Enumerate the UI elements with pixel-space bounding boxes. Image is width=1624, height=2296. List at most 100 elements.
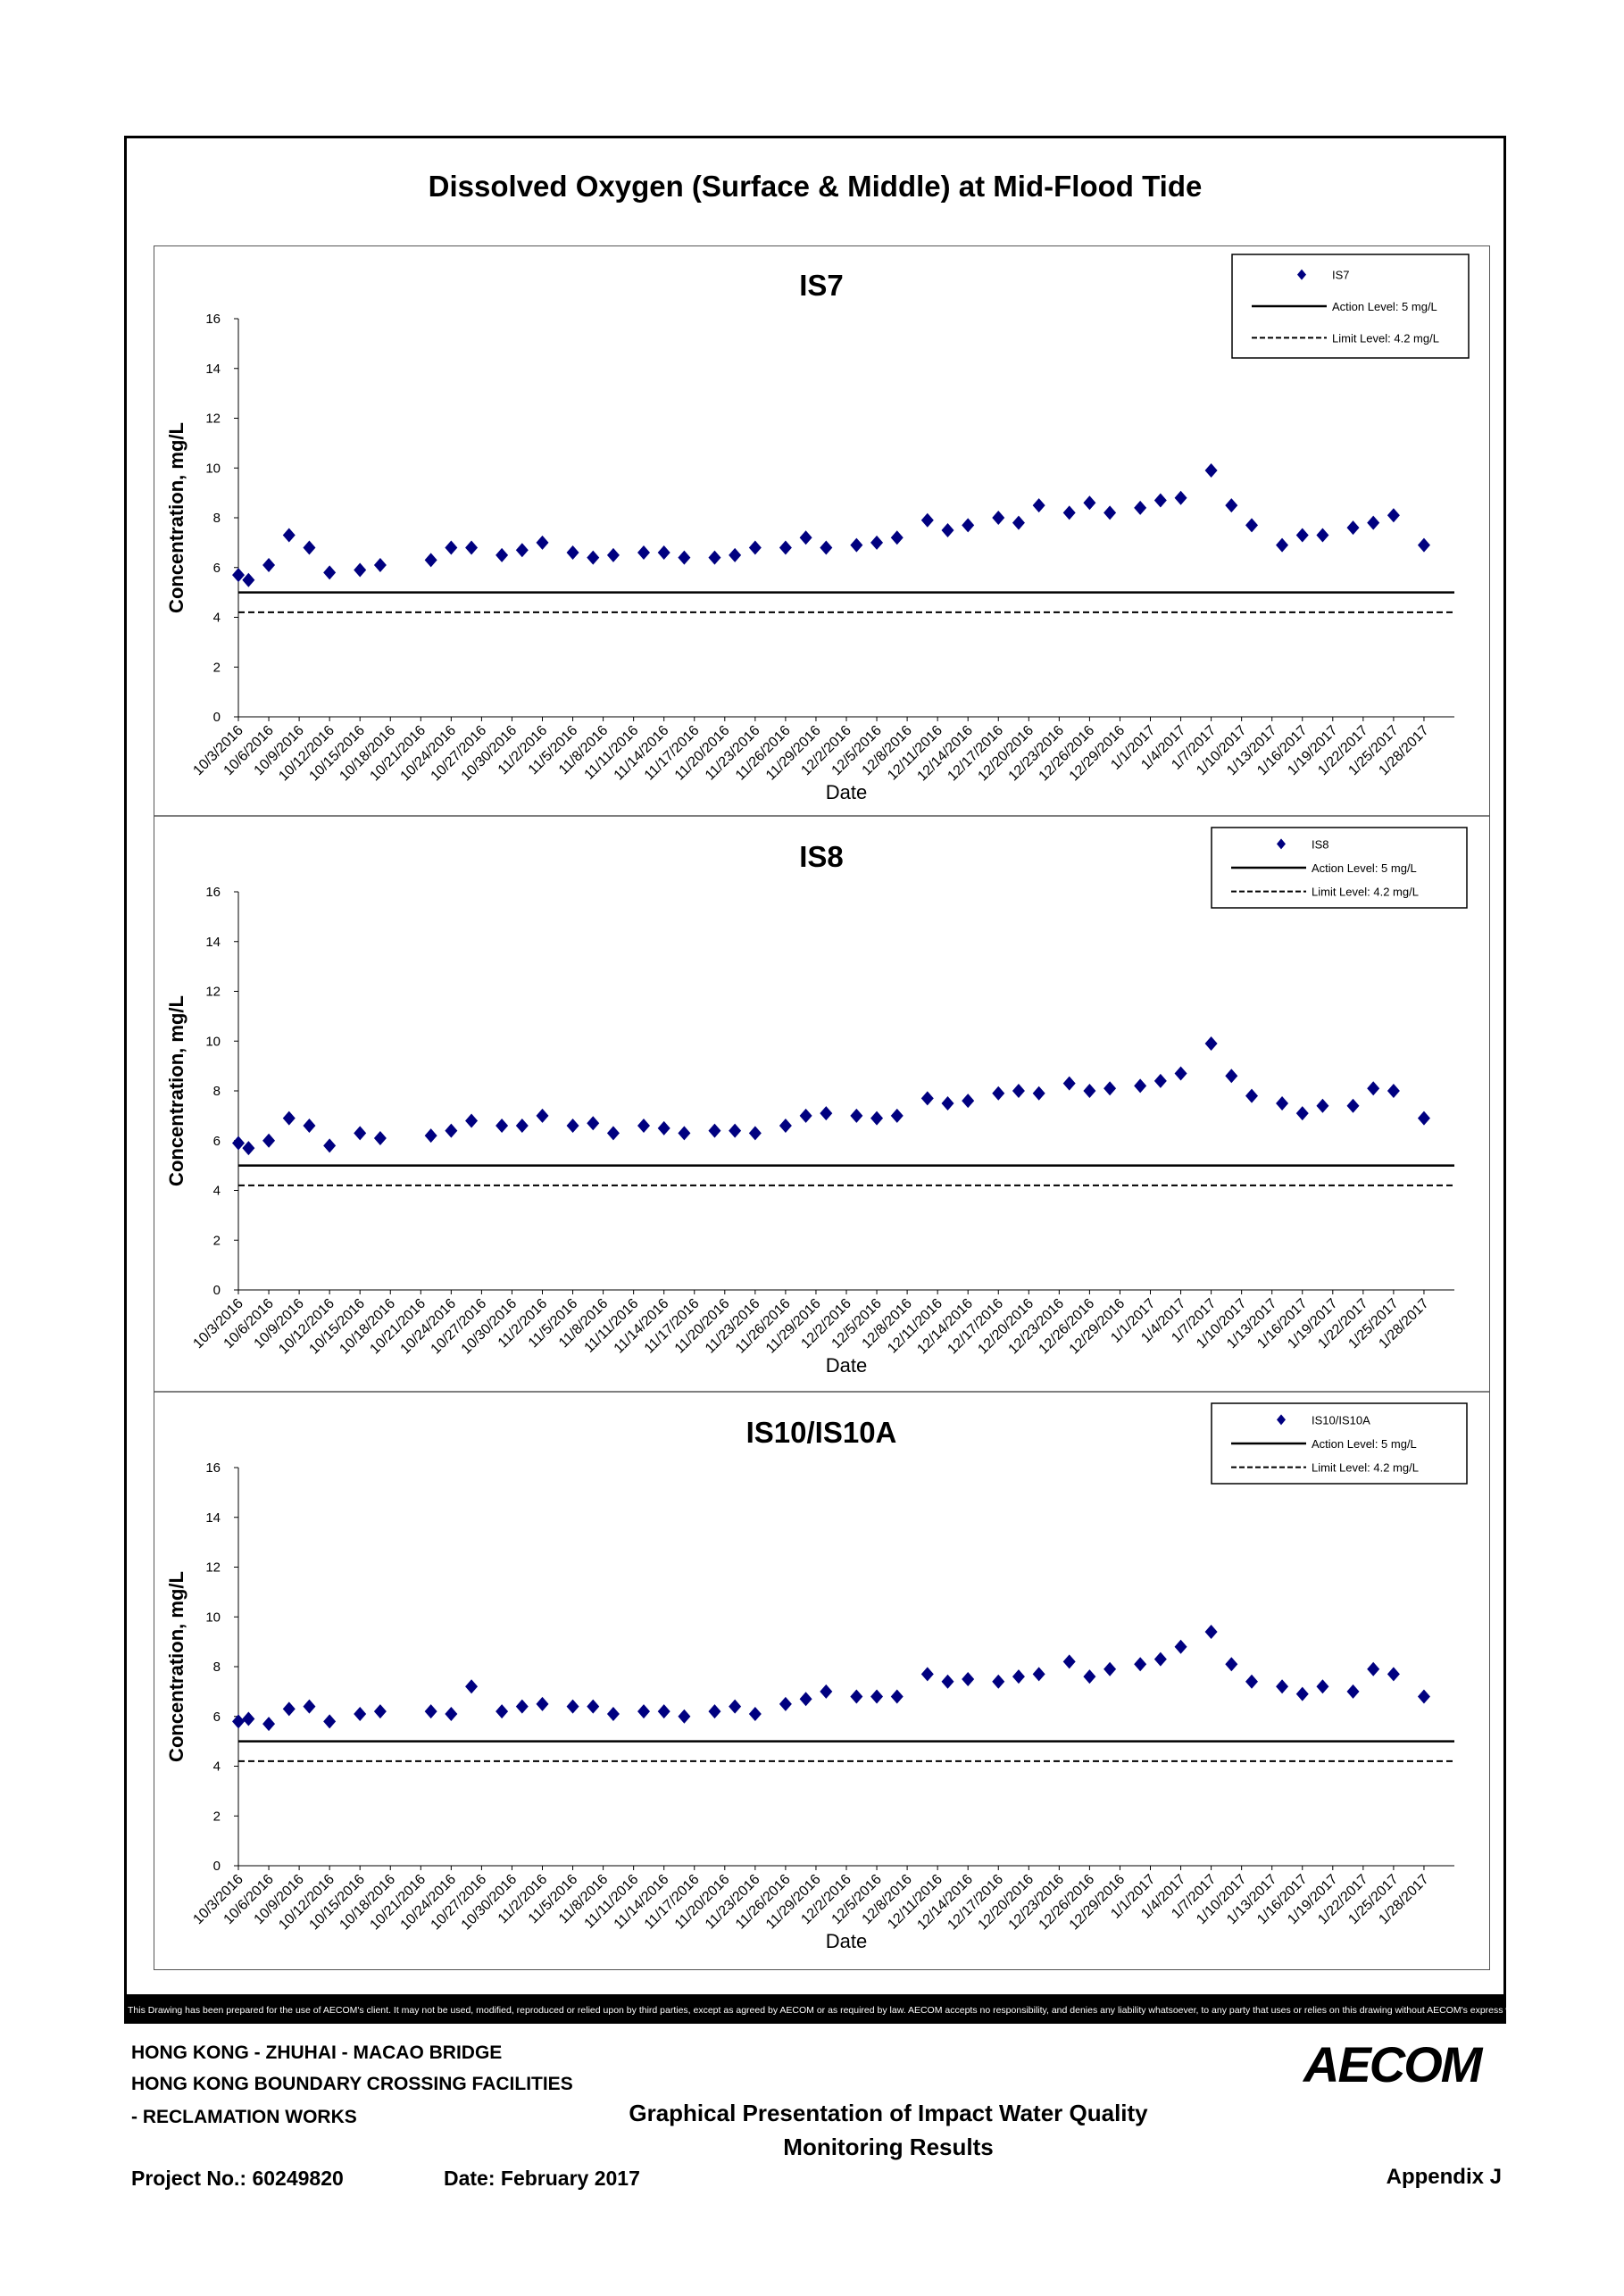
data-point — [1174, 1639, 1187, 1654]
data-point — [1417, 1689, 1430, 1704]
data-point — [1032, 1667, 1045, 1682]
data-point — [1245, 1674, 1258, 1689]
data-point — [890, 1689, 904, 1704]
data-point — [606, 1706, 620, 1721]
data-point — [465, 1679, 479, 1694]
data-point — [729, 1699, 742, 1714]
data-point — [373, 1130, 387, 1145]
data-point — [1295, 1106, 1309, 1121]
x-axis-label: Date — [826, 1930, 867, 1952]
data-point — [354, 562, 367, 578]
data-point — [657, 545, 670, 561]
data-point — [748, 1706, 762, 1721]
data-point — [850, 1689, 863, 1704]
data-point — [465, 1113, 479, 1128]
chart-is10-is10a: IS10/IS10A 0 2 4 6 8 10 12 14 16 Concentration, mg… — [165, 1402, 1468, 1952]
y-tick-label: 2 — [213, 1809, 221, 1824]
data-point — [820, 1684, 833, 1699]
data-point — [1367, 1081, 1380, 1096]
y-tick-label: 4 — [213, 611, 221, 626]
y-tick-label: 8 — [213, 1660, 221, 1675]
data-point — [1134, 1078, 1147, 1094]
data-point — [1204, 1624, 1218, 1639]
data-point — [303, 540, 316, 555]
data-point — [1103, 505, 1117, 520]
legend-label-series: IS10/IS10A — [1312, 1413, 1370, 1427]
data-point — [323, 1138, 337, 1153]
disclaimer-bar: This Drawing has been prepared for the u… — [124, 1997, 1506, 2024]
data-point — [748, 1126, 762, 1141]
data-point — [920, 512, 934, 528]
data-point — [1062, 505, 1076, 520]
data-point — [566, 545, 579, 561]
y-tick-label: 6 — [213, 1710, 221, 1725]
data-point — [1316, 1679, 1329, 1694]
data-point — [1295, 1686, 1309, 1701]
data-point — [1174, 1066, 1187, 1081]
y-tick-label: 12 — [205, 1560, 221, 1576]
data-point — [799, 530, 812, 545]
data-point — [1316, 528, 1329, 543]
data-point — [515, 1699, 529, 1714]
y-axis-label: Concentration, mg/L — [165, 1571, 187, 1762]
drawing-date: Date: February 2017 — [444, 2167, 640, 2190]
legend-marker-symbol — [1297, 269, 1306, 280]
data-point — [373, 1704, 387, 1719]
y-tick-label: 14 — [205, 1510, 221, 1526]
data-point — [920, 1667, 934, 1682]
aecom-logo: AECOM — [1303, 2036, 1482, 2092]
data-point — [1103, 1661, 1117, 1676]
y-tick-label: 6 — [213, 561, 221, 576]
data-point — [1134, 1657, 1147, 1672]
chart-panel-is7: IS7 0 2 4 6 8 10 12 14 16 Concentration, mg/L 10/3/… — [154, 245, 1490, 817]
data-point — [1387, 1084, 1400, 1098]
data-point — [708, 550, 721, 565]
data-point — [354, 1706, 367, 1721]
data-point — [1083, 1669, 1096, 1685]
data-point — [708, 1123, 721, 1138]
data-point — [870, 1689, 884, 1704]
data-point — [1153, 493, 1167, 508]
data-point — [941, 1095, 954, 1111]
data-point — [657, 1704, 670, 1719]
data-point — [262, 1717, 276, 1732]
data-point — [1245, 1088, 1258, 1103]
data-point — [1367, 515, 1380, 530]
data-point — [1012, 515, 1025, 530]
data-point — [1367, 1661, 1380, 1676]
data-point — [870, 535, 884, 550]
data-point — [637, 545, 650, 561]
data-point — [242, 572, 255, 587]
data-point — [1295, 528, 1309, 543]
y-tick-label: 0 — [213, 1859, 221, 1874]
data-point — [1316, 1098, 1329, 1113]
data-point — [678, 1709, 691, 1724]
y-tick-label: 8 — [213, 511, 221, 526]
data-point — [1346, 1684, 1360, 1699]
y-tick-label: 2 — [213, 660, 221, 675]
data-point — [424, 1704, 437, 1719]
y-tick-label: 12 — [205, 412, 221, 427]
data-point — [587, 1116, 600, 1131]
data-point — [1225, 498, 1238, 513]
data-point — [424, 1128, 437, 1144]
footer-drawing-title-2: Monitoring Results — [783, 2134, 994, 2160]
data-point — [890, 530, 904, 545]
data-point — [303, 1699, 316, 1714]
data-point — [232, 1136, 245, 1151]
data-point — [820, 540, 833, 555]
data-point — [962, 1094, 975, 1109]
y-tick-label: 2 — [213, 1233, 221, 1248]
chart-panel-is8: IS8 0 2 4 6 8 10 12 14 16 Concentration, mg/L 10/3/… — [154, 817, 1490, 1393]
legend-label-series: IS7 — [1332, 269, 1350, 282]
data-point — [1134, 500, 1147, 515]
data-point — [424, 553, 437, 568]
data-point — [890, 1108, 904, 1123]
data-point — [779, 540, 792, 555]
data-point — [323, 565, 337, 580]
y-tick-label: 4 — [213, 1184, 221, 1199]
legend-marker-symbol — [1277, 1414, 1286, 1426]
y-tick-label: 12 — [205, 985, 221, 1000]
data-point — [1387, 508, 1400, 523]
